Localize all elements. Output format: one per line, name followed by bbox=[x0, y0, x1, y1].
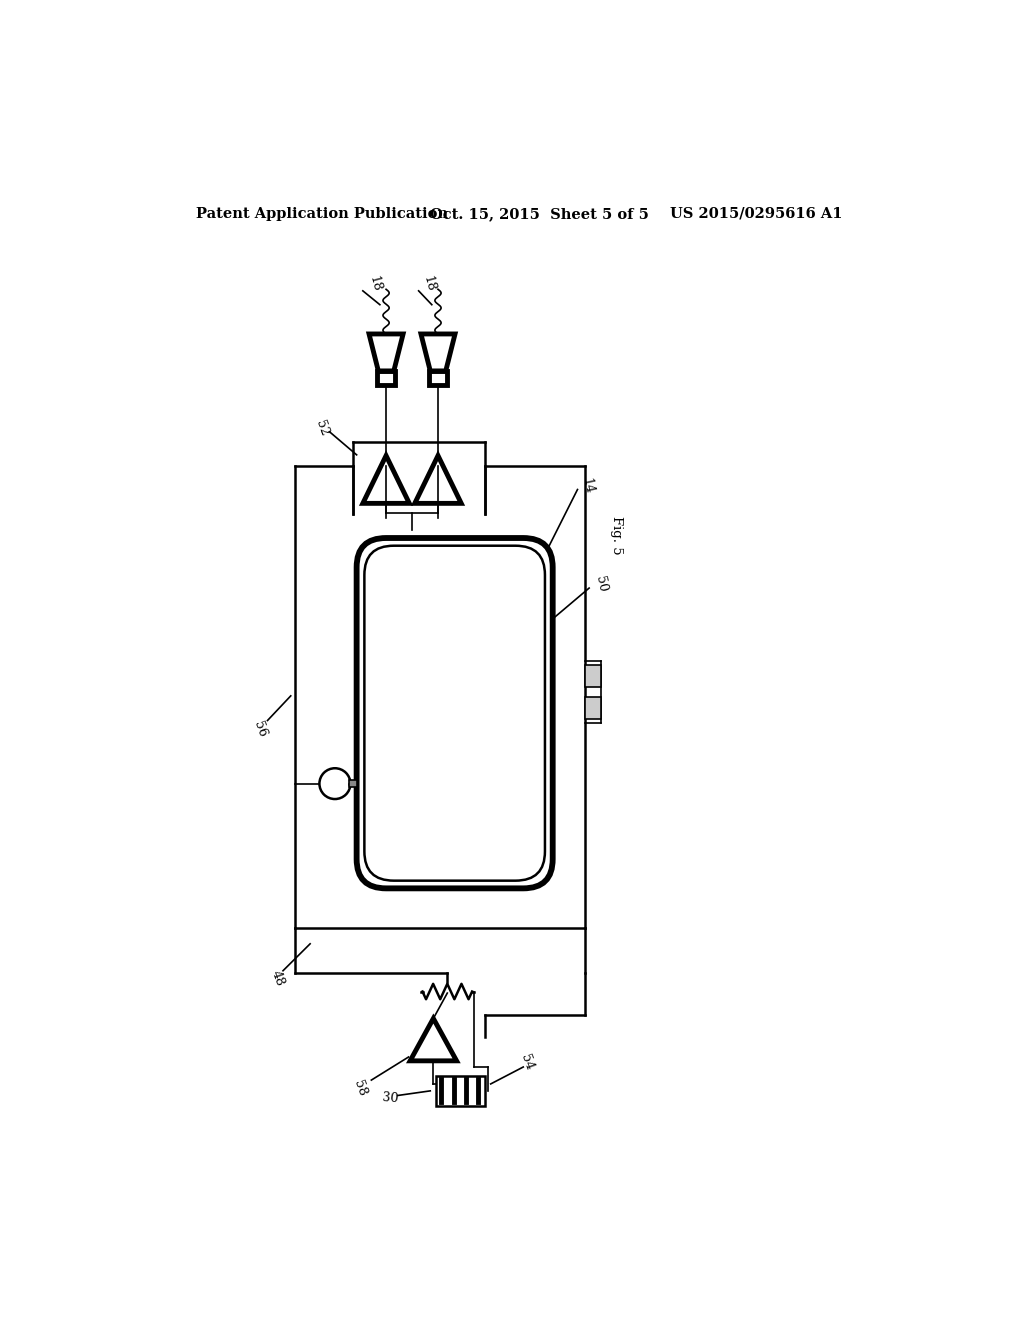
Text: 30: 30 bbox=[381, 1090, 398, 1105]
Bar bbox=[586, 665, 601, 686]
Text: 48: 48 bbox=[268, 969, 287, 989]
Bar bbox=[586, 697, 601, 719]
Text: Fig. 5: Fig. 5 bbox=[610, 516, 623, 554]
Text: Patent Application Publication: Patent Application Publication bbox=[197, 207, 449, 220]
Text: 50: 50 bbox=[593, 576, 609, 593]
Bar bbox=[349, 780, 356, 788]
Bar bbox=[436, 1076, 484, 1106]
Text: 56: 56 bbox=[251, 719, 268, 739]
FancyBboxPatch shape bbox=[356, 539, 553, 888]
Bar bbox=[377, 371, 395, 385]
Text: 58: 58 bbox=[351, 1078, 369, 1097]
Text: 54: 54 bbox=[518, 1052, 536, 1072]
Text: 52: 52 bbox=[313, 418, 331, 437]
Text: US 2015/0295616 A1: US 2015/0295616 A1 bbox=[671, 207, 843, 220]
Bar bbox=[429, 371, 447, 385]
Text: Oct. 15, 2015  Sheet 5 of 5: Oct. 15, 2015 Sheet 5 of 5 bbox=[430, 207, 649, 220]
Text: 18: 18 bbox=[367, 275, 383, 293]
Text: 14: 14 bbox=[580, 477, 596, 495]
FancyBboxPatch shape bbox=[365, 545, 545, 880]
Text: 18: 18 bbox=[420, 275, 437, 293]
